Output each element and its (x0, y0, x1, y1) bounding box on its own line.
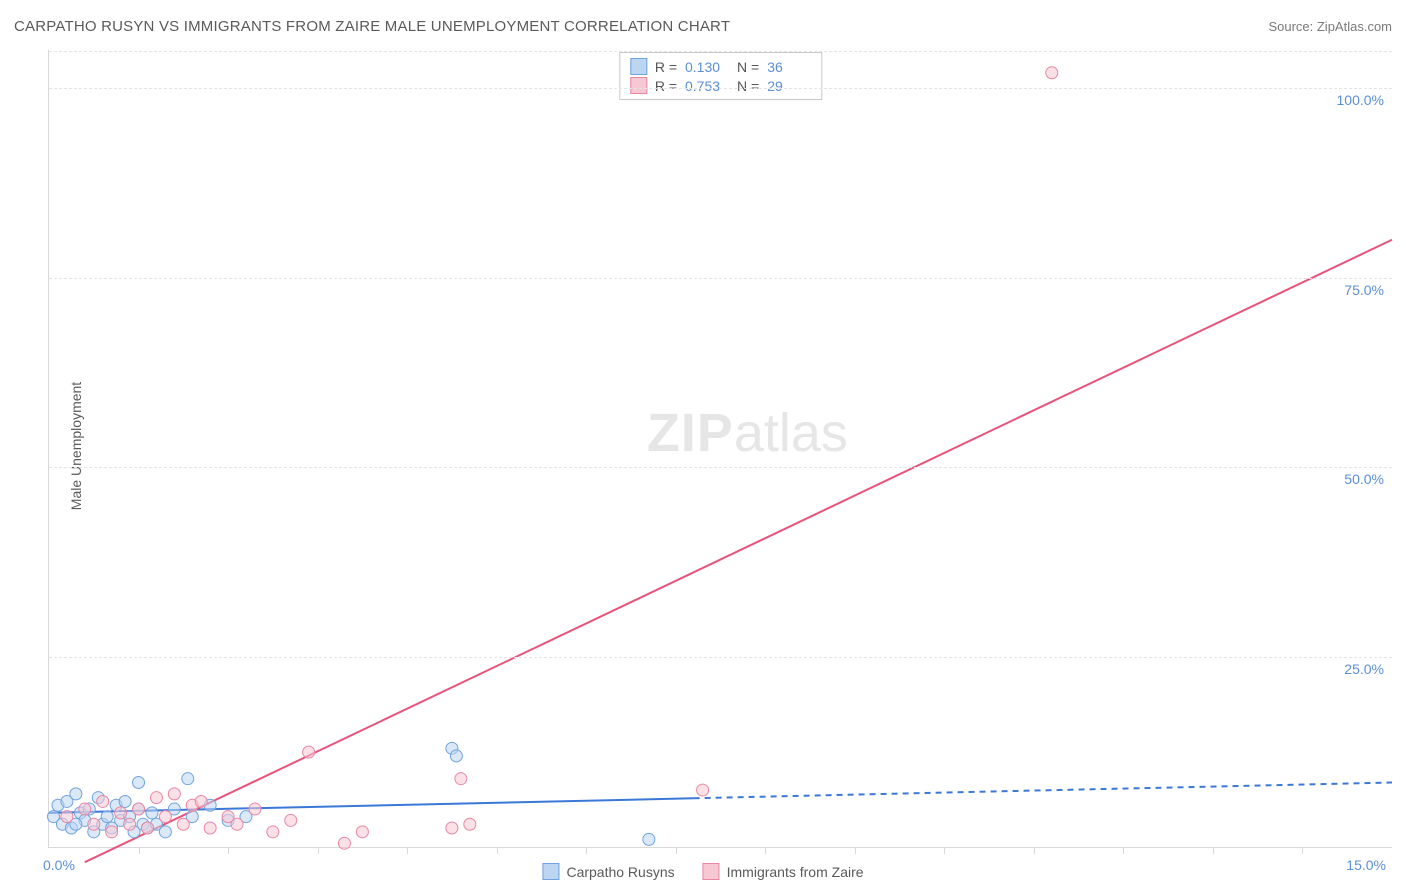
stat-n-label: N = (737, 59, 759, 75)
x-tick (1302, 847, 1303, 854)
gridline (49, 88, 1392, 89)
stat-r-value-carpatho: 0.130 (685, 59, 729, 75)
legend-label-carpatho: Carpatho Rusyns (566, 864, 674, 880)
stats-legend-box: R = 0.130 N = 36 R = 0.753 N = 29 (619, 52, 822, 100)
legend-item-zaire: Immigrants from Zaire (703, 863, 864, 880)
plot-area: ZIPatlas R = 0.130 N = 36 R = 0.753 N = … (48, 50, 1392, 848)
stat-r-label: R = (655, 59, 677, 75)
stats-row-carpatho: R = 0.130 N = 36 (630, 57, 811, 76)
stat-n-value-zaire: 29 (767, 78, 811, 94)
x-tick (944, 847, 945, 854)
stat-n-label: N = (737, 78, 759, 94)
x-tick (676, 847, 677, 854)
x-axis-max-label: 15.0% (1346, 857, 1386, 873)
y-tick-label: 100.0% (1337, 92, 1384, 108)
stats-row-zaire: R = 0.753 N = 29 (630, 76, 811, 95)
x-tick (765, 847, 766, 854)
x-tick (139, 847, 140, 854)
gridline (49, 51, 1392, 52)
gridline (49, 278, 1392, 279)
y-tick-label: 75.0% (1344, 282, 1384, 298)
x-tick (318, 847, 319, 854)
legend-swatch-carpatho (542, 863, 559, 880)
chart-header: CARPATHO RUSYN VS IMMIGRANTS FROM ZAIRE … (14, 18, 1392, 35)
x-tick (855, 847, 856, 854)
x-tick (407, 847, 408, 854)
stat-r-value-zaire: 0.753 (685, 78, 729, 94)
x-tick (1213, 847, 1214, 854)
chart-title: CARPATHO RUSYN VS IMMIGRANTS FROM ZAIRE … (14, 18, 730, 35)
legend-swatch-zaire (703, 863, 720, 880)
x-tick (1034, 847, 1035, 854)
stat-r-label: R = (655, 78, 677, 94)
gridline (49, 657, 1392, 658)
scatter-plot-svg (49, 50, 1392, 847)
x-tick (586, 847, 587, 854)
swatch-zaire (630, 77, 647, 94)
y-tick-label: 25.0% (1344, 661, 1384, 677)
gridline (49, 467, 1392, 468)
x-tick (1123, 847, 1124, 854)
chart-source: Source: ZipAtlas.com (1268, 19, 1392, 34)
legend-item-carpatho: Carpatho Rusyns (542, 863, 674, 880)
x-axis-origin-label: 0.0% (43, 857, 75, 873)
x-tick (497, 847, 498, 854)
swatch-carpatho (630, 58, 647, 75)
bottom-legend: Carpatho Rusyns Immigrants from Zaire (542, 863, 863, 880)
x-tick (228, 847, 229, 854)
legend-label-zaire: Immigrants from Zaire (727, 864, 864, 880)
y-tick-label: 50.0% (1344, 471, 1384, 487)
stat-n-value-carpatho: 36 (767, 59, 811, 75)
